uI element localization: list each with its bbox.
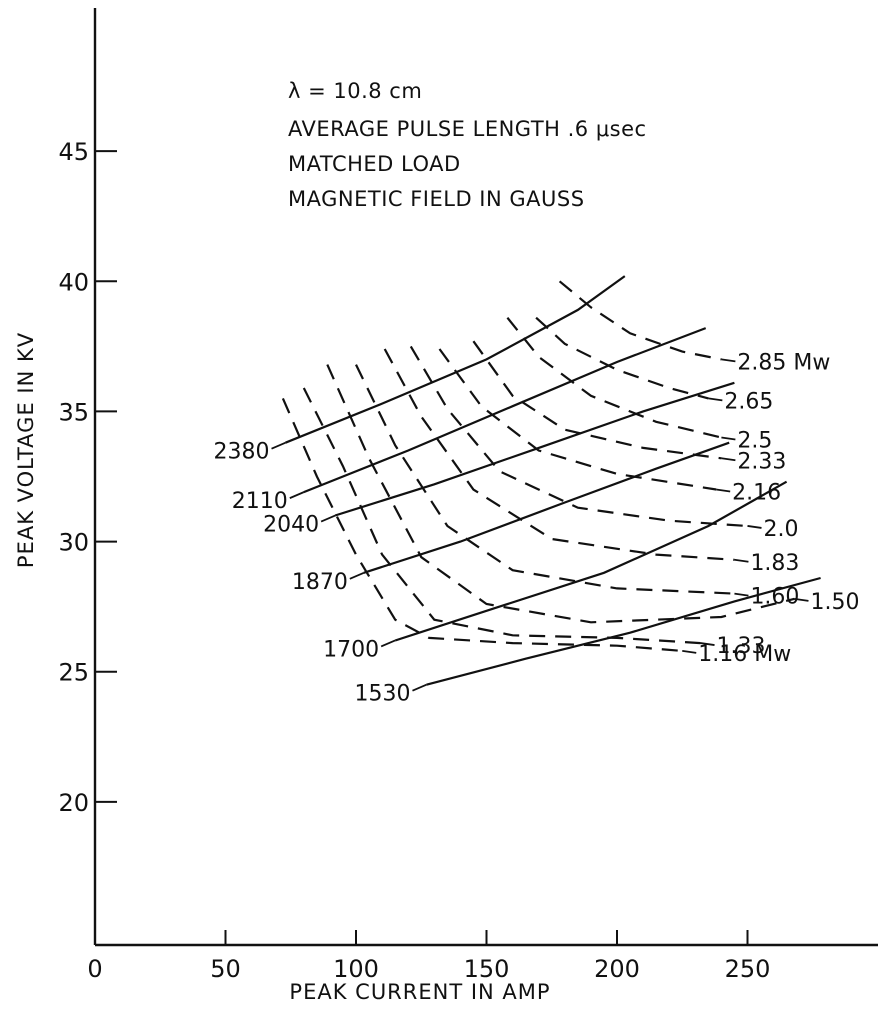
power-curve-2-16 (438, 348, 717, 491)
power-curve-2-85-mw (558, 280, 722, 361)
field-label-2040: 2040 (263, 513, 319, 538)
power-label-leader-2-85-mw (721, 358, 736, 363)
load-note: MATCHED LOAD (288, 152, 461, 176)
x-tick-label-250: 250 (725, 955, 771, 983)
power-label-2-85-mw: 2.85 Mw (737, 350, 830, 375)
power-label-1-60: 1.60 (750, 585, 799, 610)
field-curve-2040 (334, 381, 735, 517)
power-label-leader-1-33 (700, 642, 715, 646)
power-label-1-33: 1.33 (717, 634, 766, 659)
field-label-1870: 1870 (292, 570, 348, 595)
power-curve-1-83 (383, 348, 735, 561)
power-label-leader-1-50 (794, 597, 809, 602)
field-label-leader-2110 (289, 491, 305, 499)
field-curve-2380 (285, 275, 626, 444)
field-label-1700: 1700 (323, 637, 379, 662)
power-label-2-33: 2.33 (737, 449, 786, 474)
power-label-leader-1-60 (734, 592, 749, 597)
y-tick-label-45: 45 (58, 138, 89, 166)
x-ticks: 0 50 100 150 200 250 (87, 930, 770, 983)
field-label-2380: 2380 (214, 440, 270, 465)
field-curve-1700 (394, 480, 788, 642)
power-label-1-83: 1.83 (750, 551, 799, 576)
x-tick-label-150: 150 (464, 955, 510, 983)
power-label-2-5: 2.5 (737, 428, 772, 453)
field-label-leader-1700 (380, 639, 396, 648)
power-curves (281, 280, 795, 652)
field-curve-2110 (303, 327, 707, 494)
power-curve-1-60 (355, 364, 735, 595)
x-tick-label-50: 50 (210, 955, 241, 983)
power-curve-2-33 (472, 340, 722, 460)
field-label-leader-2380 (271, 441, 286, 450)
y-tick-label-35: 35 (58, 398, 89, 426)
power-curve-1-16-mw (281, 397, 683, 652)
wavelength-note: λ = 10.8 cm (288, 79, 422, 103)
power-label-leader-2-65 (708, 397, 723, 402)
power-curve-2-65 (535, 316, 709, 400)
y-ticks: 20 25 30 35 40 45 (58, 138, 117, 817)
field-unit-note: MAGNETIC FIELD IN GAUSS (288, 187, 585, 211)
x-tick-label-200: 200 (594, 955, 640, 983)
curve-labels: 2.85 Mw 2.65 2.52.33 2.16 2.0 1.83 1.60 1.50 1.3… (214, 350, 860, 706)
y-tick-label-20: 20 (58, 789, 89, 817)
field-curves (285, 275, 821, 686)
power-label-leader-2-5 (721, 436, 736, 441)
pulse-length-note: AVERAGE PULSE LENGTH .6 μsec (288, 117, 647, 141)
y-tick-label-30: 30 (58, 529, 89, 557)
power-curve-1-33 (302, 387, 701, 645)
power-label-1-50: 1.50 (810, 590, 859, 615)
power-curve-2-0 (409, 345, 748, 528)
power-label-leader-1-16-mw (682, 649, 697, 654)
field-label-leader-1530 (412, 683, 427, 692)
power-label-leader-2-0 (747, 525, 762, 529)
y-tick-label-25: 25 (58, 659, 89, 687)
y-tick-label-40: 40 (58, 268, 89, 296)
power-label-leader-1-83 (734, 558, 749, 563)
x-tick-label-100: 100 (333, 955, 379, 983)
y-axis-title: PEAK VOLTAGE IN KV (14, 332, 38, 568)
field-curve-1870 (363, 441, 730, 574)
power-curve-2-5 (506, 317, 722, 439)
x-tick-label-0: 0 (87, 955, 102, 983)
field-label-1530: 1530 (354, 682, 410, 707)
power-label-2-0: 2.0 (764, 517, 799, 542)
field-curve-1530 (426, 576, 821, 686)
x-axis-title: PEAK CURRENT IN AMP (289, 980, 550, 1004)
power-label-leader-2-16 (716, 488, 731, 493)
power-label-1-16-mw: 1.16 Mw (698, 642, 791, 667)
field-label-leader-2040 (320, 514, 336, 523)
field-label-2110: 2110 (232, 489, 288, 514)
power-label-2-65: 2.65 (724, 389, 773, 414)
power-label-2-16: 2.16 (732, 481, 781, 506)
power-curve-1-50 (326, 364, 795, 624)
field-label-leader-1870 (349, 571, 365, 580)
power-label-leader-2-33 (721, 457, 736, 462)
